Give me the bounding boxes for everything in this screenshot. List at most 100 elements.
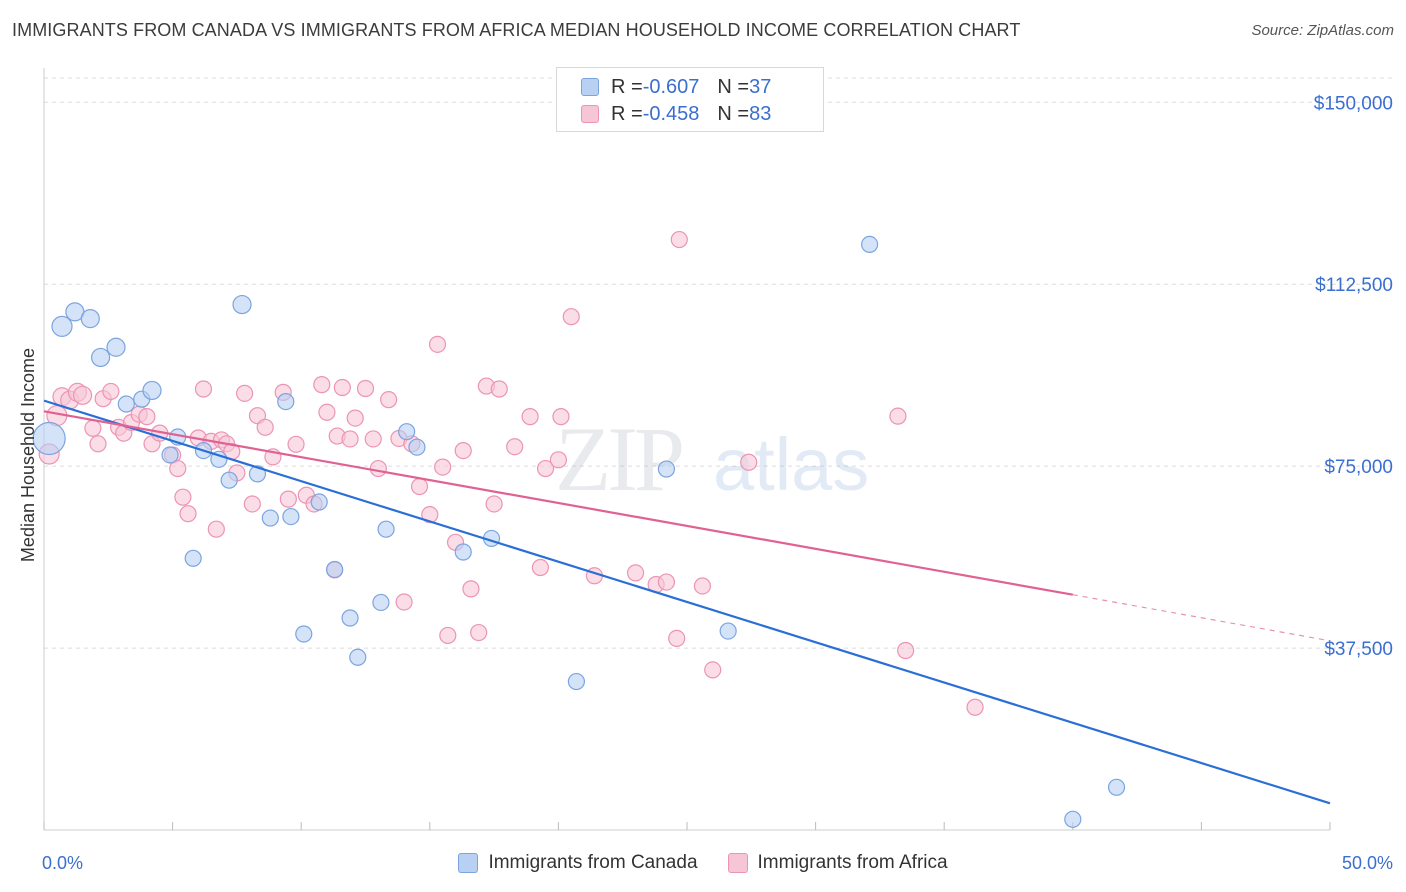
canada-swatch (581, 78, 599, 96)
canada-point (326, 560, 344, 579)
africa-point (318, 403, 336, 421)
legend-label-africa: Immigrants from Africa (757, 852, 948, 873)
x-tick-label: 0.0% (42, 853, 83, 873)
chart-title: IMMIGRANTS FROM CANADA VS IMMIGRANTS FRO… (12, 20, 1021, 40)
canada-point (117, 395, 135, 413)
canada-swatch (458, 853, 479, 873)
africa-point (256, 418, 274, 436)
africa-point (341, 430, 359, 448)
r-value: -0.458 (642, 102, 700, 125)
africa-point (84, 419, 102, 437)
canada-point (80, 309, 100, 329)
africa-point (531, 558, 549, 577)
africa-point (428, 335, 447, 353)
africa-trend-extension (1072, 594, 1331, 642)
legend-item-africa[interactable]: Immigrants from Africa (727, 852, 948, 874)
africa-point (380, 391, 398, 409)
canada-point (106, 337, 126, 357)
legend-item-canada[interactable]: Immigrants from Canada (458, 852, 698, 874)
africa-point (470, 623, 488, 642)
n-value: 83 (749, 102, 772, 125)
africa-point (333, 378, 351, 397)
canada-point (719, 622, 737, 640)
africa-point (138, 408, 156, 426)
africa-point (670, 230, 688, 249)
n-label: N = (717, 102, 750, 125)
canada-trend-line (43, 399, 1331, 805)
africa-point (194, 380, 213, 398)
canada-point (398, 423, 416, 441)
africa-point (395, 593, 413, 611)
canada-point (142, 380, 162, 401)
y-tick-label: $150,000 (1314, 93, 1393, 114)
africa-point (966, 698, 984, 716)
watermark-zip: ZIP (555, 408, 682, 510)
africa-point (521, 408, 539, 426)
africa-point (462, 580, 480, 598)
africa-point (549, 451, 568, 469)
africa-point (346, 409, 364, 427)
africa-point (506, 438, 524, 456)
canada-point (408, 438, 426, 456)
canada-point (341, 609, 359, 627)
africa-point (174, 488, 192, 506)
canada-point (310, 493, 328, 511)
africa-point (485, 495, 503, 513)
canada-point (277, 393, 295, 411)
africa-point (421, 506, 439, 524)
africa-point (313, 376, 331, 394)
legend-label-canada: Immigrants from Canada (488, 852, 698, 873)
y-tick-label: $75,000 (1324, 457, 1393, 478)
canada-point (377, 520, 395, 538)
africa-point (552, 408, 570, 426)
canada-point (1107, 778, 1126, 796)
africa-point (454, 442, 472, 460)
canada-point (220, 471, 238, 489)
africa-point (439, 626, 457, 645)
canada-point (567, 672, 586, 691)
africa-point (434, 458, 452, 476)
canada-point (248, 465, 267, 483)
africa-point (102, 382, 120, 401)
africa-point (72, 385, 93, 405)
africa-swatch (727, 853, 748, 873)
africa-point (536, 459, 555, 478)
canada-point (349, 648, 367, 666)
r-value: -0.607 (642, 75, 700, 98)
canada-point (372, 593, 390, 612)
africa-point (179, 505, 197, 523)
canada-point (295, 625, 313, 643)
canada-point (232, 294, 252, 315)
y-axis-label: Median Household Income (18, 348, 38, 562)
africa-point (668, 629, 686, 647)
canada-point (282, 507, 300, 526)
canada-point (184, 549, 202, 567)
africa-point (207, 520, 225, 538)
canada-point (1064, 810, 1082, 828)
x-tick-labels: 0.0% 50.0% (42, 853, 1393, 873)
canada-point (657, 460, 676, 478)
africa-point (356, 379, 375, 398)
n-value: 37 (749, 75, 772, 98)
africa-point (562, 308, 580, 326)
africa-point (243, 495, 261, 513)
y-tick-label: $112,500 (1315, 275, 1393, 296)
africa-point (364, 430, 382, 448)
africa-point (693, 577, 712, 595)
watermark-atlas: atlas (713, 423, 869, 506)
africa-trend-line (43, 410, 1073, 596)
canada-point (210, 450, 228, 468)
canada-point (261, 509, 279, 527)
africa-point (369, 459, 387, 478)
canada-point (51, 315, 73, 338)
y-tick-label: $37,500 (1324, 639, 1393, 660)
africa-point (897, 641, 915, 660)
y-tick-labels: $37,500 $75,000 $112,500 $150,000 (1314, 93, 1393, 660)
africa-point (279, 490, 297, 508)
africa-point (740, 453, 758, 471)
series-legend: Immigrants from Canada Immigrants from A… (0, 852, 1406, 874)
africa-point (490, 380, 508, 398)
africa-point (657, 573, 676, 591)
series-canada-points (32, 235, 1126, 828)
